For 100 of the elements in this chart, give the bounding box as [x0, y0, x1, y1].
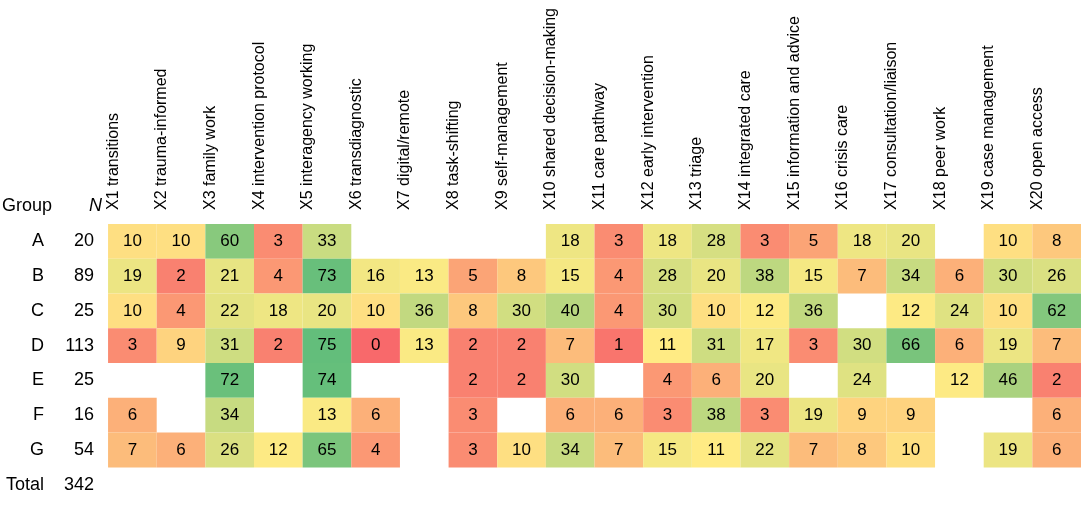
y2-tick-label: 20: [74, 230, 95, 251]
x-tick-label: X9 self-management: [492, 61, 510, 210]
data-label: 6: [176, 439, 186, 459]
data-label: 31: [706, 335, 726, 355]
data-label: 2: [468, 370, 478, 390]
data-label: 34: [560, 439, 580, 459]
y-tick-label: A: [32, 230, 45, 251]
data-label: 34: [220, 404, 240, 424]
x-tick-label: X16 crisis care: [833, 104, 851, 210]
y2-tick-label: 16: [74, 404, 95, 425]
data-label: 30: [560, 370, 580, 390]
data-label: 10: [512, 439, 532, 459]
data-label: 15: [803, 265, 823, 285]
data-label: 22: [755, 439, 775, 459]
y2-tick-label: 89: [74, 265, 95, 286]
data-label: 3: [614, 230, 624, 250]
x-tick-label: X18 peer work: [930, 105, 948, 210]
data-label: 10: [998, 300, 1018, 320]
data-label: 62: [1047, 300, 1067, 320]
data-label: 2: [468, 335, 478, 355]
data-label: 30: [512, 300, 532, 320]
data-label: 28: [658, 265, 677, 285]
data-label: 19: [998, 335, 1018, 355]
data-label: 13: [317, 404, 337, 424]
data-label: 3: [468, 439, 478, 459]
data-label: 6: [1051, 439, 1062, 459]
y-tick-label: E: [32, 369, 45, 390]
y-axis-title: Group: [1, 195, 53, 216]
data-label: 13: [414, 265, 434, 285]
data-label: 1: [614, 335, 624, 355]
data-label: 6: [127, 404, 138, 424]
data-label: 10: [998, 230, 1018, 250]
data-label: 7: [1051, 335, 1062, 355]
data-label: 9: [176, 335, 186, 355]
data-label: 8: [516, 265, 527, 285]
x-tick-label: X13 triage: [687, 136, 705, 210]
data-label: 15: [560, 265, 580, 285]
data-label: 16: [366, 265, 386, 285]
data-label: 38: [706, 404, 726, 424]
data-label: 17: [755, 335, 775, 355]
data-label: 8: [857, 439, 867, 459]
data-label: 10: [901, 439, 921, 459]
x-tick-label: X5 interagency working: [298, 43, 316, 210]
data-label: 8: [1051, 230, 1062, 250]
data-label: 3: [808, 335, 819, 355]
y2-tick-label: 113: [65, 334, 95, 355]
data-label: 5: [808, 230, 819, 250]
data-label: 7: [857, 265, 867, 285]
data-label: 7: [614, 439, 624, 459]
data-label: 36: [803, 300, 823, 320]
data-label: 30: [852, 335, 872, 355]
x-tick-label: X20 open access: [1027, 87, 1045, 210]
data-label: 7: [808, 439, 819, 459]
y-tick-label: Total: [5, 473, 45, 494]
data-label: 11: [658, 335, 677, 355]
data-label: 34: [901, 265, 921, 285]
data-label: 2: [516, 335, 527, 355]
data-label: 46: [998, 370, 1018, 390]
y-tick-label: C: [31, 299, 45, 320]
x-tick-label: X10 shared decision-making: [541, 8, 559, 210]
y2-tick-label: 54: [74, 438, 95, 459]
x-tick-label: X19 case management: [979, 44, 997, 210]
data-label: 4: [176, 300, 186, 320]
data-label: 2: [273, 335, 284, 355]
data-label: 20: [901, 230, 921, 250]
data-label: 20: [317, 300, 337, 320]
data-label: 12: [949, 370, 969, 390]
data-label: 10: [706, 300, 726, 320]
y2-tick-label: 342: [64, 473, 95, 494]
data-label: 6: [1051, 404, 1062, 424]
data-label: 65: [317, 439, 337, 459]
data-label: 36: [414, 300, 434, 320]
data-label: 26: [220, 439, 240, 459]
x-tick-label: X12 early intervention: [638, 55, 656, 210]
data-label: 4: [614, 300, 624, 320]
data-label: 6: [565, 404, 575, 424]
data-label: 24: [852, 370, 872, 390]
data-label: 22: [220, 300, 240, 320]
y2-axis-title: N: [89, 195, 104, 216]
data-label: 3: [760, 404, 770, 424]
data-label: 3: [127, 335, 138, 355]
data-label: 6: [954, 335, 965, 355]
data-label: 66: [901, 335, 921, 355]
data-label: 4: [614, 265, 624, 285]
data-label: 19: [803, 404, 823, 424]
data-label: 30: [658, 300, 677, 320]
data-label: 18: [658, 230, 677, 250]
x-tick-label: X11 care pathway: [590, 83, 608, 210]
data-label: 9: [857, 404, 867, 424]
data-label: 20: [706, 265, 726, 285]
data-label: 72: [220, 370, 240, 390]
data-label: 40: [560, 300, 580, 320]
data-label: 75: [317, 335, 337, 355]
data-label: 33: [317, 230, 337, 250]
data-label: 2: [516, 370, 527, 390]
data-label: 6: [954, 265, 965, 285]
data-label: 10: [122, 230, 142, 250]
data-label: 38: [755, 265, 775, 285]
y-tick-label: F: [33, 404, 45, 425]
x-tick-label: X7 digital/remote: [395, 89, 413, 210]
